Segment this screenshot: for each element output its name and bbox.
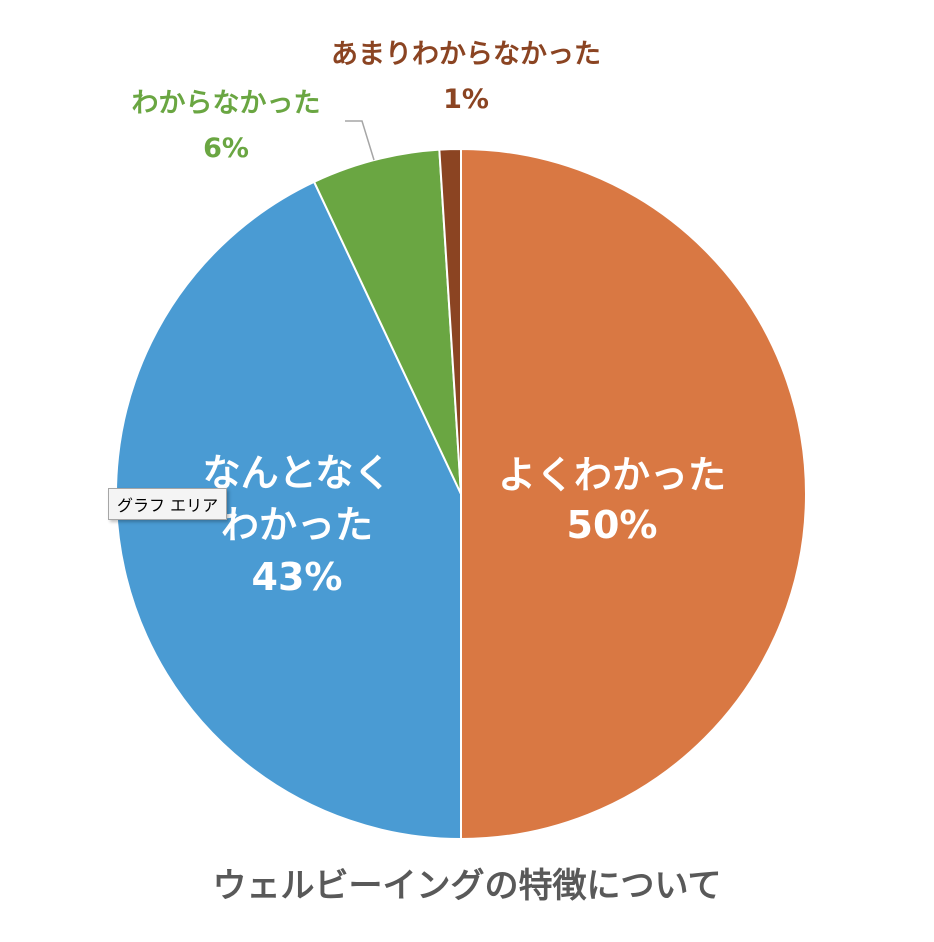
leader-line bbox=[345, 120, 375, 161]
slice-value-label: 50% bbox=[567, 503, 658, 547]
pie-slice[interactable] bbox=[438, 147, 462, 495]
pie-slice[interactable] bbox=[312, 148, 462, 495]
slice-category-label: あまりわからなかった bbox=[331, 39, 601, 70]
slice-value-label: 43% bbox=[252, 555, 343, 599]
slice-value-label: 6% bbox=[203, 133, 249, 164]
slice-category-label: わからなかった bbox=[132, 88, 321, 119]
pie-slice[interactable] bbox=[460, 147, 807, 841]
slice-value-label: 1% bbox=[443, 84, 489, 115]
slice-category-label: なんとなく bbox=[203, 451, 392, 495]
chart-area-tooltip: グラフ エリア bbox=[108, 488, 228, 520]
slice-category-label: わかった bbox=[221, 503, 373, 547]
slice-category-label: よくわかった bbox=[498, 453, 726, 497]
chart-title: ウェルビーイングの特徴について bbox=[212, 866, 722, 906]
pie-slice[interactable] bbox=[115, 180, 462, 841]
pie-slices bbox=[115, 147, 807, 841]
